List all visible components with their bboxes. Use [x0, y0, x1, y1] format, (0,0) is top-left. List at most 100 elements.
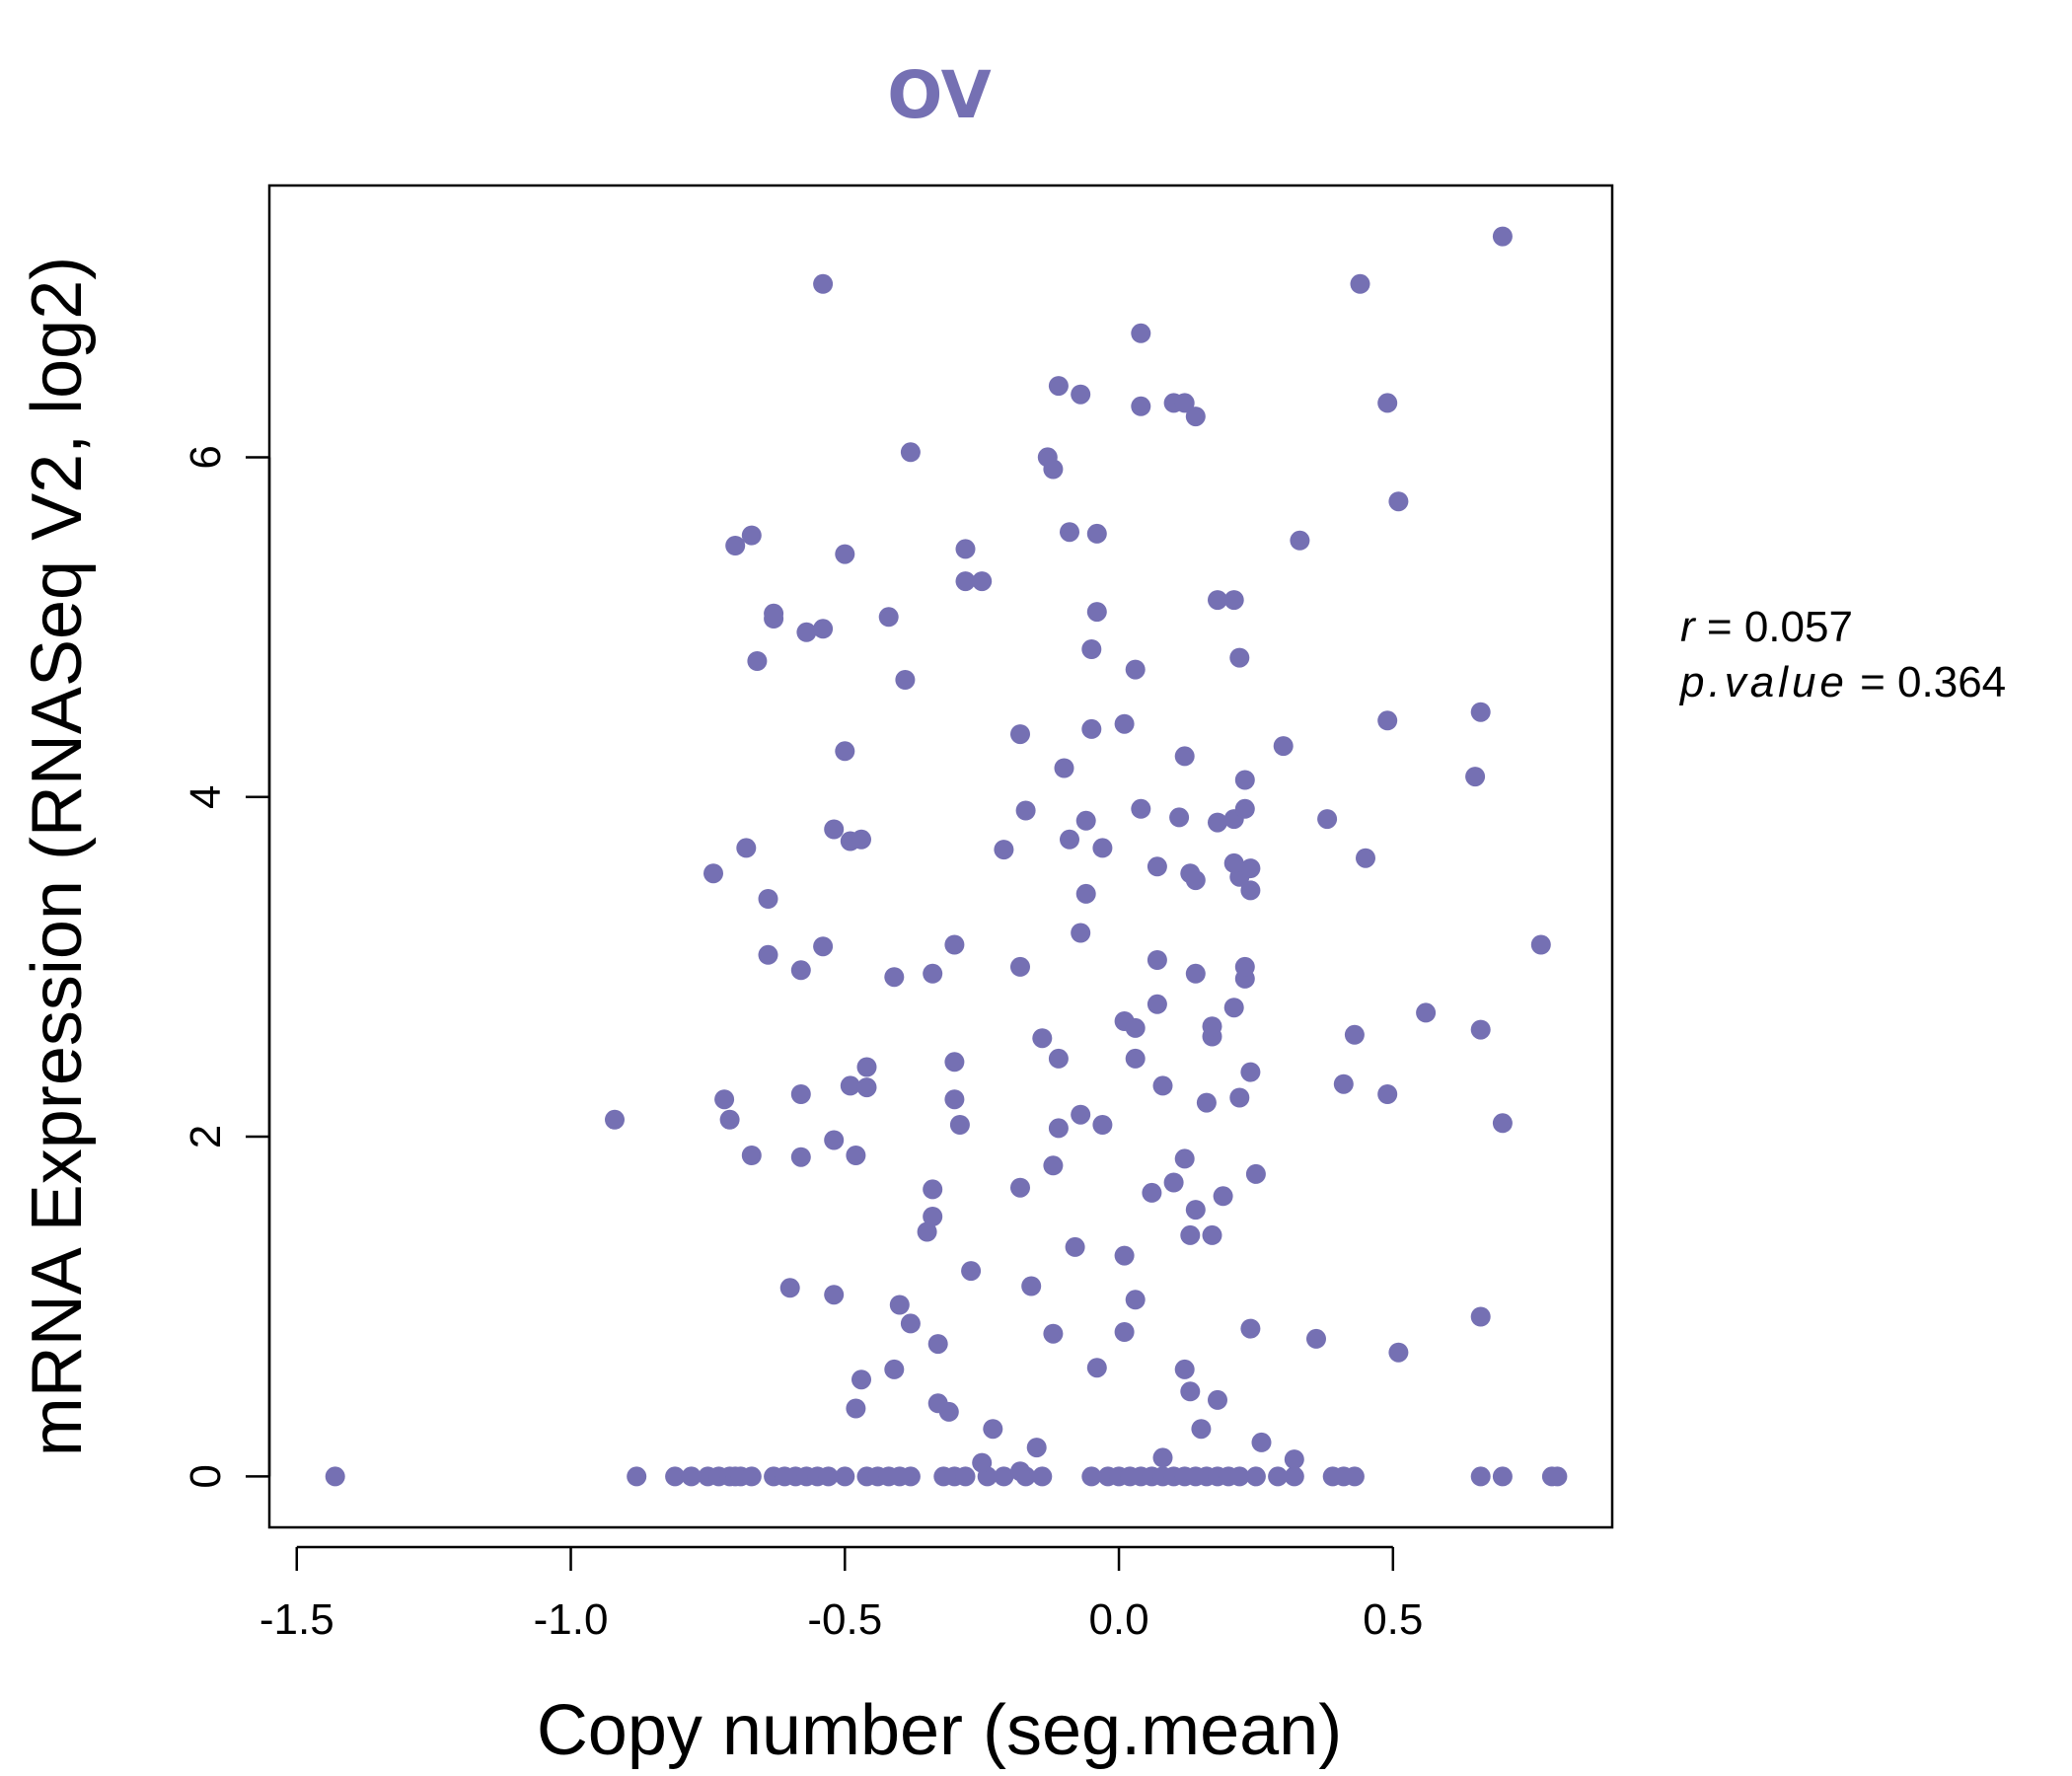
- data-point-204: [1060, 522, 1079, 543]
- data-point-136: [884, 967, 905, 988]
- data-point-149: [1075, 883, 1096, 904]
- data-point-80: [824, 1285, 845, 1305]
- r-value: 0.057: [1744, 603, 1853, 651]
- data-point-53: [972, 1452, 993, 1473]
- x-axis: -1.5 -1.0 -0.5 0.0 0.5: [259, 1545, 1423, 1644]
- data-point-171: [1015, 800, 1036, 821]
- data-point-28: [1032, 1466, 1053, 1487]
- data-point-217: [1048, 376, 1069, 397]
- data-point-0: [325, 1466, 345, 1487]
- data-point-218: [1131, 323, 1151, 343]
- data-point-144: [944, 934, 965, 955]
- data-point-108: [1492, 1113, 1513, 1134]
- data-point-175: [1174, 746, 1195, 767]
- data-point-165: [824, 819, 845, 840]
- data-point-181: [1081, 718, 1102, 739]
- data-point-141: [1234, 956, 1255, 977]
- data-point-198: [955, 571, 976, 592]
- data-point-87: [1180, 1224, 1201, 1245]
- data-point-178: [835, 741, 855, 762]
- data-point-122: [1048, 1048, 1069, 1069]
- data-point-201: [955, 539, 976, 559]
- data-point-124: [1240, 1062, 1261, 1082]
- data-point-72: [1306, 1328, 1326, 1349]
- data-point-93: [1213, 1186, 1233, 1207]
- data-point-168: [1208, 812, 1227, 833]
- data-point-70: [1388, 1342, 1409, 1363]
- data-point-207: [1388, 491, 1409, 512]
- data-point-68: [1174, 1359, 1195, 1379]
- data-point-197: [1223, 590, 1244, 611]
- y-tick-label-2: 4: [182, 785, 230, 809]
- data-point-156: [1240, 858, 1261, 879]
- data-point-67: [884, 1359, 905, 1379]
- data-point-89: [1185, 1200, 1206, 1221]
- data-point-192: [878, 607, 899, 628]
- data-point-166: [1075, 810, 1096, 831]
- data-point-145: [1147, 950, 1167, 970]
- data-point-220: [1350, 273, 1370, 294]
- data-point-206: [1290, 530, 1310, 551]
- data-point-120: [856, 1057, 877, 1077]
- data-point-111: [790, 1084, 811, 1104]
- data-point-71: [927, 1334, 948, 1355]
- data-point-188: [1229, 647, 1250, 668]
- data-point-210: [900, 442, 921, 463]
- data-point-142: [758, 944, 778, 965]
- data-point-128: [1202, 1016, 1222, 1037]
- data-point-137: [923, 963, 943, 984]
- data-point-77: [1470, 1306, 1491, 1327]
- data-point-101: [1174, 1148, 1195, 1169]
- data-point-196: [1208, 590, 1227, 611]
- data-point-116: [840, 1075, 860, 1096]
- data-point-131: [1470, 1019, 1491, 1040]
- data-point-104: [719, 1109, 740, 1130]
- data-point-1: [627, 1466, 647, 1487]
- data-point-164: [1356, 848, 1375, 868]
- data-point-76: [900, 1313, 921, 1334]
- data-point-107: [1092, 1115, 1113, 1135]
- data-point-112: [944, 1089, 965, 1110]
- data-point-123: [1125, 1048, 1146, 1069]
- data-point-127: [1344, 1024, 1365, 1045]
- x-tick-label-2: -0.5: [807, 1595, 882, 1644]
- data-point-147: [1071, 923, 1091, 943]
- data-point-105: [949, 1115, 970, 1135]
- r-label: r: [1680, 603, 1697, 651]
- data-point-79: [1125, 1290, 1146, 1310]
- data-point-190: [796, 622, 817, 642]
- data-point-133: [1147, 994, 1167, 1014]
- r-statistic: r = 0.057: [1680, 603, 1853, 651]
- data-point-115: [1377, 1084, 1398, 1104]
- r-equals: =: [1707, 603, 1744, 651]
- plot-frame: [267, 184, 1614, 1529]
- data-point-110: [714, 1089, 735, 1110]
- data-point-59: [983, 1419, 1003, 1440]
- data-point-118: [1152, 1075, 1173, 1096]
- data-point-186: [747, 651, 768, 671]
- data-point-167: [1169, 807, 1190, 828]
- data-point-45: [1284, 1466, 1304, 1487]
- chart-title: OV: [887, 57, 991, 133]
- data-point-191: [813, 619, 834, 639]
- data-point-158: [994, 840, 1014, 860]
- data-point-221: [1492, 226, 1513, 247]
- data-point-139: [1185, 963, 1206, 984]
- data-point-170: [1317, 809, 1338, 830]
- data-point-81: [1021, 1276, 1042, 1296]
- data-point-106: [1048, 1118, 1069, 1139]
- data-point-62: [846, 1398, 866, 1419]
- data-point-69: [1086, 1358, 1107, 1378]
- data-point-216: [1071, 384, 1091, 405]
- data-point-154: [1147, 856, 1167, 877]
- data-point-29: [1081, 1466, 1102, 1487]
- data-point-26: [994, 1466, 1014, 1487]
- data-point-9: [741, 1466, 762, 1487]
- data-point-95: [1163, 1172, 1184, 1193]
- data-point-219: [813, 273, 834, 294]
- data-point-172: [1131, 798, 1151, 819]
- data-point-114: [1229, 1087, 1250, 1108]
- data-points: [325, 226, 1568, 1487]
- correlation-stats: r = 0.057 p.value = 0.364: [1678, 603, 2006, 706]
- data-point-50: [1492, 1466, 1513, 1487]
